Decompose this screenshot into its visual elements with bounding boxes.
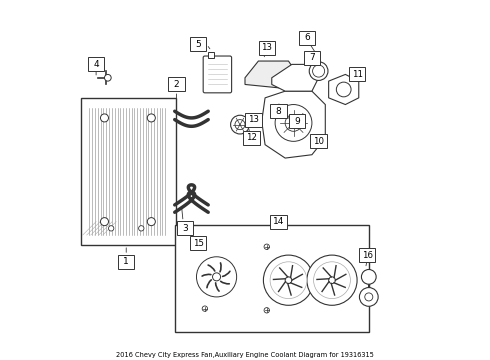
Text: 3: 3 (182, 224, 188, 233)
Text: 1: 1 (123, 257, 129, 266)
FancyBboxPatch shape (304, 51, 320, 65)
FancyArrowPatch shape (222, 271, 230, 276)
Text: 13: 13 (248, 115, 259, 124)
Circle shape (313, 65, 325, 77)
Circle shape (270, 262, 307, 298)
Bar (81, 98, 176, 245)
Circle shape (285, 277, 292, 284)
Text: 9: 9 (294, 117, 300, 126)
FancyBboxPatch shape (289, 114, 305, 128)
Text: 14: 14 (273, 217, 284, 226)
Circle shape (231, 115, 249, 134)
Circle shape (235, 120, 245, 130)
Text: 13: 13 (261, 43, 272, 52)
Circle shape (108, 226, 114, 231)
FancyBboxPatch shape (349, 67, 365, 81)
Polygon shape (262, 91, 325, 158)
Text: 15: 15 (193, 239, 204, 248)
Circle shape (196, 257, 237, 297)
FancyBboxPatch shape (203, 56, 232, 93)
FancyBboxPatch shape (270, 104, 287, 118)
Bar (175, 225, 369, 332)
FancyArrowPatch shape (220, 281, 229, 284)
Circle shape (362, 270, 376, 284)
Text: 11: 11 (352, 70, 363, 79)
Circle shape (147, 114, 155, 122)
FancyArrowPatch shape (220, 263, 221, 272)
FancyBboxPatch shape (118, 255, 134, 269)
Circle shape (309, 62, 328, 80)
Circle shape (285, 114, 302, 131)
Circle shape (139, 226, 144, 231)
FancyBboxPatch shape (88, 57, 104, 71)
FancyBboxPatch shape (244, 131, 260, 145)
Polygon shape (245, 61, 295, 88)
FancyBboxPatch shape (168, 77, 185, 91)
FancyBboxPatch shape (190, 237, 206, 251)
FancyBboxPatch shape (176, 221, 193, 235)
Text: 7: 7 (309, 53, 315, 62)
Text: 12: 12 (246, 134, 257, 143)
FancyBboxPatch shape (270, 215, 287, 229)
Circle shape (365, 293, 373, 301)
Polygon shape (272, 64, 319, 91)
Circle shape (360, 288, 378, 306)
Circle shape (100, 114, 108, 122)
Text: 4: 4 (93, 60, 99, 69)
Text: 8: 8 (275, 107, 281, 116)
Circle shape (202, 306, 208, 311)
FancyBboxPatch shape (245, 113, 262, 127)
Circle shape (147, 218, 155, 226)
Text: 5: 5 (196, 40, 201, 49)
FancyBboxPatch shape (310, 134, 327, 148)
FancyArrowPatch shape (202, 274, 211, 276)
Circle shape (264, 244, 270, 249)
FancyBboxPatch shape (259, 41, 275, 55)
Circle shape (213, 273, 220, 281)
Circle shape (104, 75, 111, 81)
FancyArrowPatch shape (207, 280, 211, 288)
FancyBboxPatch shape (299, 31, 315, 45)
Text: 2: 2 (173, 80, 179, 89)
Circle shape (307, 255, 357, 305)
Circle shape (336, 82, 351, 97)
Polygon shape (329, 75, 359, 104)
Circle shape (100, 218, 108, 226)
Circle shape (314, 262, 350, 298)
FancyArrowPatch shape (208, 265, 215, 271)
Circle shape (264, 308, 270, 313)
Bar (208, 52, 214, 58)
Circle shape (264, 255, 314, 305)
Text: 16: 16 (362, 251, 372, 260)
Text: 2016 Chevy City Express Fan,Auxiliary Engine Coolant Diagram for 19316315: 2016 Chevy City Express Fan,Auxiliary En… (116, 352, 374, 358)
Circle shape (275, 104, 312, 141)
FancyBboxPatch shape (359, 248, 375, 262)
Text: 10: 10 (313, 137, 324, 146)
FancyBboxPatch shape (190, 37, 206, 51)
FancyArrowPatch shape (216, 283, 219, 291)
Circle shape (329, 277, 335, 284)
Text: 6: 6 (304, 33, 310, 42)
